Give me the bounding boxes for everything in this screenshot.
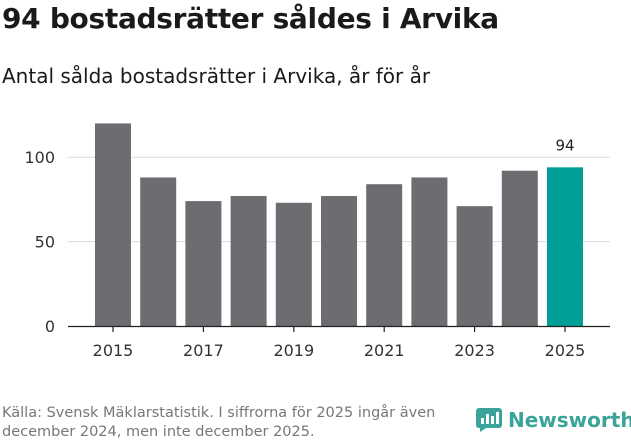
x-tick-label: 2015 [93, 341, 134, 360]
bar-2015 [95, 123, 131, 326]
newsworthy-logo-icon [476, 408, 502, 432]
bar-chart: 0 50 100 2015 2017 2019 2021 2023 2025 94 [24, 123, 610, 360]
axes [68, 325, 610, 332]
bar-2017 [185, 201, 222, 326]
bars [95, 123, 583, 326]
bar-2022 [411, 177, 448, 326]
bar-2018 [230, 196, 267, 326]
source-note: Källa: Svensk Mäklarstatistik. I siffror… [2, 405, 436, 440]
bar-2016 [140, 177, 177, 326]
x-tick-label: 2025 [545, 341, 586, 360]
x-tick-label: 2019 [273, 341, 314, 360]
x-tick-label: 2021 [364, 341, 405, 360]
y-tick-label: 100 [24, 148, 55, 167]
bar-2024 [501, 170, 538, 326]
bar-2019 [275, 202, 312, 326]
y-tick-label: 0 [45, 317, 55, 336]
bar-2021 [366, 184, 403, 326]
brand-logo: Newsworthy [476, 408, 631, 432]
y-tick-label: 50 [35, 233, 55, 252]
x-tick-label: 2017 [183, 341, 224, 360]
chart-subtitle: Antal sålda bostadsrätter i Arvika, år f… [2, 64, 431, 88]
bar-2020 [321, 196, 357, 326]
brand-name: Newsworthy [508, 408, 631, 432]
bar-2025 [547, 167, 583, 326]
data-label-2025: 94 [555, 136, 574, 154]
bar-2023 [456, 206, 493, 326]
chart-title: 94 bostadsrätter såldes i Arvika [2, 2, 499, 35]
x-tick-label: 2023 [454, 341, 495, 360]
labels: 0 50 100 2015 2017 2019 2021 2023 2025 94 [24, 136, 585, 360]
